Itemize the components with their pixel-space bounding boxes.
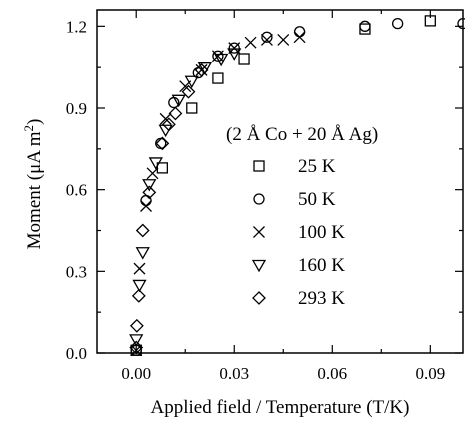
y-tick-label: 0.9 — [66, 99, 87, 118]
data-point-160-k — [184, 75, 199, 89]
data-point-160-k — [135, 247, 150, 260]
legend-marker-25-k — [253, 160, 265, 172]
data-point-50-k — [140, 194, 152, 207]
data-point-160-k — [214, 53, 229, 67]
data-point-50-k — [457, 17, 465, 30]
data-point-160-k — [132, 279, 147, 293]
y-tick-label: 0.6 — [66, 181, 87, 200]
data-point-160-k — [171, 94, 186, 108]
y-tick-label: 0.3 — [66, 262, 87, 281]
data-point-293-k — [181, 84, 196, 99]
data-point-100-k — [159, 112, 172, 125]
legend-marker-293-k — [252, 291, 266, 305]
data-point-25-k — [424, 15, 436, 27]
y-axis-title-sup: 2 — [21, 125, 36, 132]
x-axis-title: Applied field / Temperature (T/K) — [151, 397, 410, 418]
legend-label-160-k: 160 K — [298, 255, 345, 276]
data-point-100-k — [293, 31, 306, 44]
data-point-100-k — [130, 344, 143, 357]
ticks-layer: 0.0 0.3 0.6 0.9 1.2 0.00 0.03 0.06 0.09 — [66, 10, 463, 383]
data-point-50-k — [261, 31, 273, 43]
data-point-25-k — [186, 102, 198, 114]
plot-frame — [96, 9, 464, 354]
data-point-100-k — [277, 33, 290, 46]
data-point-293-k — [129, 318, 144, 333]
legend-label-50-k: 50 K — [298, 189, 336, 210]
data-point-100-k — [211, 50, 224, 63]
data-point-50-k — [391, 17, 404, 30]
y-axis-title-main: Moment (μA m — [24, 131, 45, 249]
y-tick-label: 1.2 — [66, 17, 87, 36]
legend-marker-50-k — [253, 193, 265, 205]
data-point-50-k — [212, 50, 224, 62]
legend-marker-160-k — [251, 259, 267, 273]
data-point-293-k — [168, 106, 183, 121]
data-point-293-k — [161, 117, 176, 132]
data-point-160-k — [148, 157, 163, 170]
data-point-100-k — [133, 262, 146, 275]
data-point-160-k — [142, 179, 157, 192]
data-point-50-k — [228, 42, 240, 54]
legend-label-100-k: 100 K — [298, 222, 345, 243]
legend-label-293-k: 293 K — [298, 288, 345, 309]
y-tick-label: 0.0 — [66, 344, 87, 363]
x-tick-label: 0.03 — [219, 364, 249, 383]
points-layer — [129, 15, 465, 357]
data-point-25-k — [212, 72, 224, 84]
data-point-25-k — [238, 53, 250, 65]
legend-label-25-k: 25 K — [298, 156, 336, 177]
data-point-293-k — [135, 223, 150, 238]
data-point-100-k — [244, 36, 257, 49]
data-point-293-k — [194, 62, 209, 77]
legend-marker-100-k — [253, 226, 265, 238]
x-tick-label: 0.00 — [121, 364, 151, 383]
legend: (2 Å Co + 20 Å Ag) 25 K 50 K 100 K 160 K 293… — [226, 124, 378, 309]
legend-items: 25 K 50 K 100 K 160 K 293 K — [251, 156, 345, 309]
data-point-100-k — [146, 167, 159, 180]
data-point-160-k — [227, 48, 242, 61]
data-point-293-k — [131, 288, 146, 303]
data-point-50-k — [359, 20, 371, 32]
legend-title: (2 Å Co + 20 Å Ag) — [226, 124, 378, 145]
data-point-50-k — [293, 26, 306, 38]
data-point-100-k — [228, 42, 241, 55]
data-point-100-k — [260, 33, 273, 46]
data-point-293-k — [155, 136, 170, 151]
y-axis-title-close: ) — [24, 119, 45, 125]
x-tick-label: 0.06 — [317, 364, 347, 383]
data-point-293-k — [142, 185, 157, 200]
data-point-25-k — [359, 23, 371, 35]
data-point-160-k — [197, 62, 212, 75]
x-tick-label: 0.09 — [415, 364, 445, 383]
y-axis-title: Moment (μA m2) — [21, 119, 46, 250]
data-point-100-k — [140, 200, 152, 212]
data-point-100-k — [195, 63, 208, 76]
data-point-160-k — [129, 334, 144, 347]
